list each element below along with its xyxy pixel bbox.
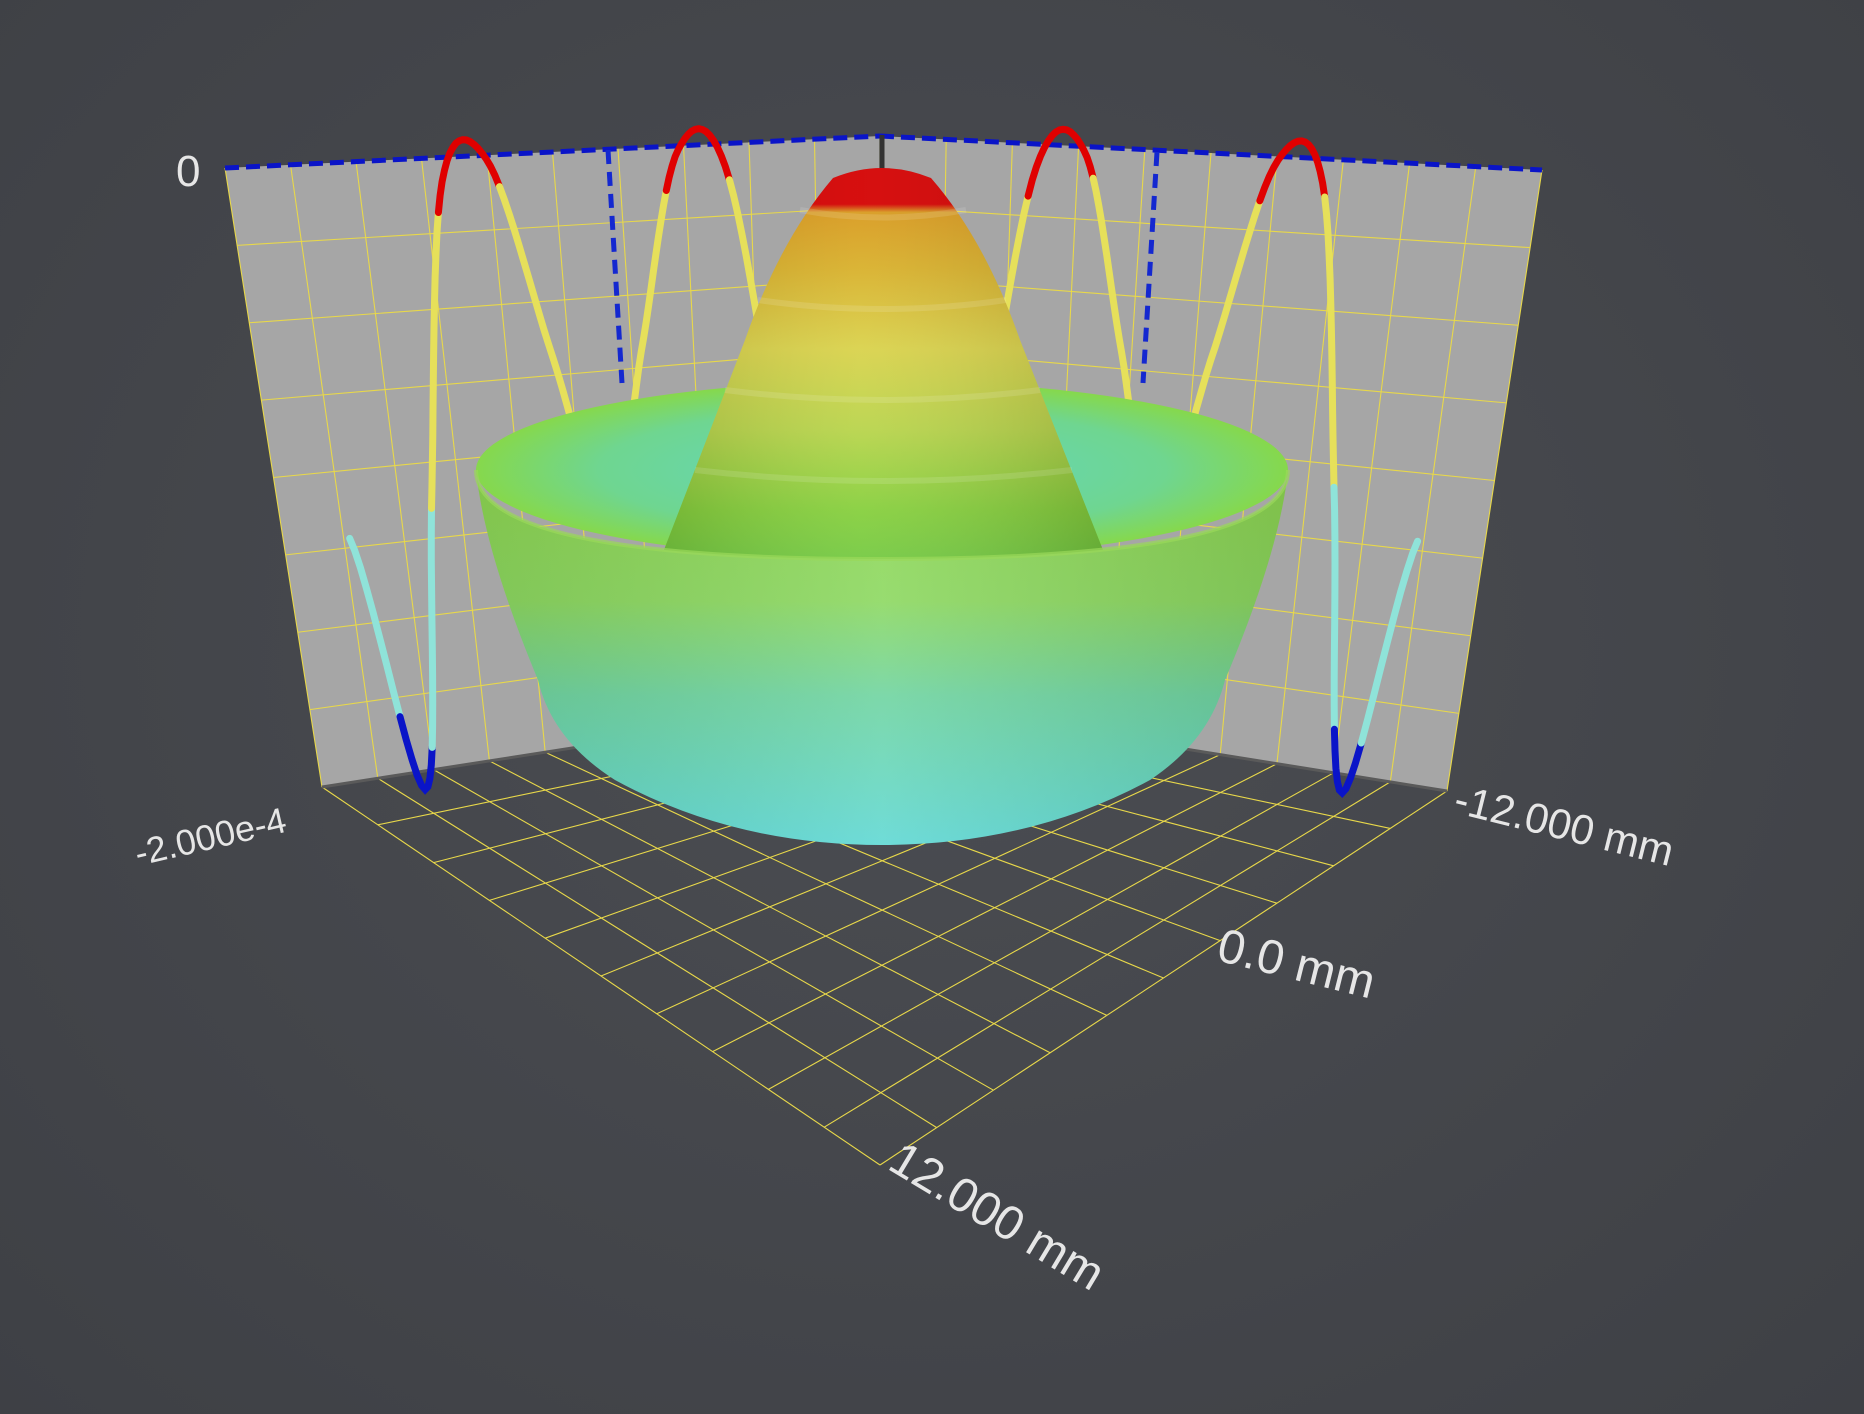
floor-grid-line bbox=[712, 763, 1278, 1053]
bowl-rim bbox=[474, 469, 1290, 562]
floor-grid-line bbox=[544, 751, 1108, 1016]
profile-curve-segment bbox=[1330, 483, 1339, 733]
peak-marker-lines bbox=[605, 149, 1160, 384]
profile-curve-segment bbox=[396, 713, 436, 795]
profile-curve-segment bbox=[428, 209, 442, 512]
floor-grid-line bbox=[656, 754, 1221, 1015]
left-peak-marker bbox=[605, 149, 625, 384]
floor-grid-line bbox=[377, 777, 937, 1129]
profile-curve-segment bbox=[427, 504, 437, 751]
profile-curve-segment bbox=[1357, 537, 1422, 747]
grid-line bbox=[237, 205, 881, 246]
floor-grid-line bbox=[489, 760, 1051, 1054]
grid-line bbox=[224, 167, 323, 788]
z-axis-bottom-label: -2.000e-4 bbox=[131, 799, 290, 874]
floor-grid-line bbox=[433, 769, 994, 1091]
peak-contour-bands bbox=[694, 207, 1073, 484]
profile-curve-segment bbox=[434, 136, 503, 216]
profile-curve-segment bbox=[346, 534, 404, 721]
profile-curve-segment bbox=[1330, 725, 1365, 798]
grid-line bbox=[879, 205, 1531, 249]
z-axis-top-label: 0 bbox=[176, 147, 200, 196]
floor-grid-line bbox=[321, 786, 881, 1166]
y-axis-min-label: -12.000 mm bbox=[1450, 775, 1679, 875]
wall-top-border bbox=[224, 133, 1543, 173]
profile-curve-segment bbox=[1321, 193, 1338, 491]
profile-curve-segment bbox=[1256, 137, 1329, 205]
profile-curve-segment bbox=[1024, 125, 1097, 200]
profile-curve-segment bbox=[662, 125, 733, 194]
bowl-outer-wall-shade bbox=[476, 470, 1288, 845]
right-peak-marker bbox=[1140, 151, 1160, 384]
x-axis-center-label: 0.0 mm bbox=[1212, 919, 1380, 1009]
floor-grid-line bbox=[879, 790, 1448, 1166]
grid-line bbox=[1446, 169, 1543, 792]
central-peak-shade bbox=[662, 168, 1105, 570]
floor-grid-line bbox=[768, 772, 1334, 1090]
x-axis-max-label: 12.000 mm bbox=[880, 1132, 1113, 1301]
floor-grid-line bbox=[823, 781, 1391, 1128]
